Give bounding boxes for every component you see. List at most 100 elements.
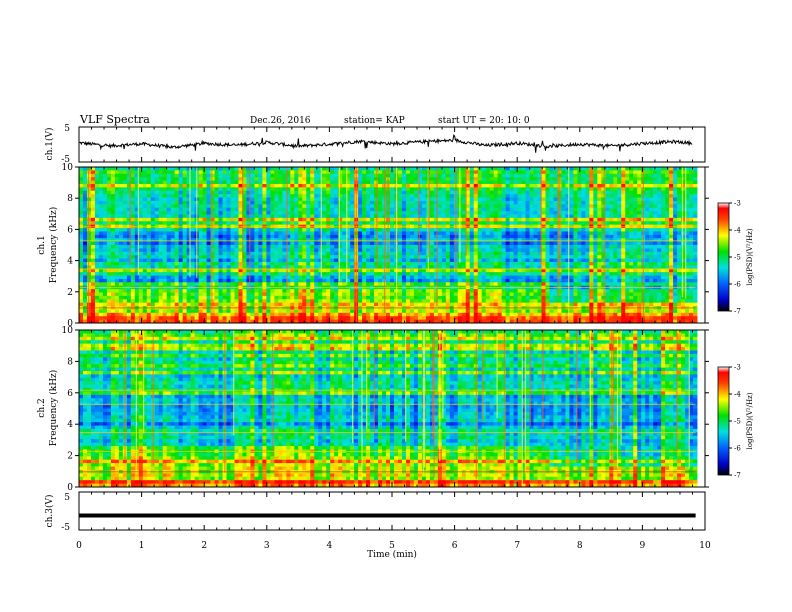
spectrogram-cell [170, 231, 176, 236]
spectrogram-cell [397, 190, 403, 195]
spectrogram-cell [294, 265, 299, 270]
spectrogram-cell [278, 295, 283, 300]
spectrogram-cell [254, 170, 259, 175]
spectrogram-cell [322, 245, 327, 249]
spectrogram-cell [366, 204, 371, 209]
spectrogram-cell [322, 241, 327, 246]
spectrogram-cell [222, 183, 227, 188]
spectrogram-cell [310, 170, 315, 175]
spectrogram-cell [186, 278, 192, 283]
spectrogram-cell [338, 214, 343, 219]
spectrogram-cell [222, 265, 227, 270]
spectrogram-cell [170, 295, 176, 300]
spectrogram-cell [501, 170, 507, 175]
spectrogram-cell [497, 177, 503, 181]
spectrogram-cell [294, 268, 299, 273]
spectrogram-cell [421, 238, 427, 243]
spectrogram-cell [457, 268, 463, 273]
spectrogram-cell [182, 255, 188, 259]
spectrogram-cell [497, 299, 503, 304]
spectrogram-cell [445, 268, 451, 273]
spectrogram-cell [246, 248, 251, 253]
spectrogram-cell [413, 268, 419, 273]
spectrogram-cell [497, 200, 503, 205]
spectrogram-cell [210, 258, 215, 263]
spectrogram-cell [465, 319, 471, 324]
spectrogram-cell [298, 309, 303, 314]
spectrogram-cell [405, 177, 411, 181]
spectrogram-cell [250, 292, 255, 297]
spectrogram-cell [310, 248, 315, 253]
spectrogram-cell [226, 197, 231, 202]
spectrogram-cell [322, 289, 327, 293]
spectrogram-cell [174, 167, 180, 171]
spectrogram-cell [505, 299, 511, 304]
spectrogram-cell [314, 278, 319, 283]
spectrogram-cell [493, 183, 499, 188]
spectrogram-cell [146, 292, 152, 297]
spectrogram-cell [210, 207, 215, 212]
spectrogram-cell [326, 289, 331, 293]
spectrogram-cell [210, 231, 215, 236]
spectrogram-cell [314, 268, 319, 273]
spectrogram-cell [250, 187, 255, 192]
spectrogram-cell [509, 217, 515, 222]
spectrogram-cell [114, 173, 120, 178]
spectrogram-cell [138, 302, 144, 307]
spectrogram-cell [294, 282, 299, 287]
spectrogram-cell [386, 295, 391, 300]
spectrogram-cell [409, 309, 415, 314]
spectrogram-cell [445, 245, 451, 249]
spectrogram-cell [274, 214, 279, 219]
spectrogram-cell [238, 194, 243, 198]
spectrogram-cell [366, 309, 371, 314]
spectrogram-cell [214, 289, 219, 293]
spectrogram-cell [110, 228, 116, 232]
spectrogram-cell [294, 309, 299, 314]
spectrogram-cell [218, 238, 223, 243]
spectrogram-cell [413, 302, 419, 307]
spectrogram-cell [142, 190, 148, 195]
spectrogram-cell [90, 248, 96, 253]
spectrogram-cell [214, 173, 219, 178]
spectrogram-cell [433, 272, 439, 276]
spectrogram-cell [314, 177, 319, 181]
spectrogram-cell [190, 275, 196, 280]
spectrogram-cell [186, 200, 192, 205]
spectrogram-cell [318, 207, 323, 212]
spectrogram-cell [358, 194, 363, 198]
spectrogram-cell [374, 258, 379, 263]
spectrogram-cell [258, 228, 263, 232]
spectrogram-cell [433, 292, 439, 297]
spectrogram-cell [158, 282, 164, 287]
spectrogram-cell [262, 312, 267, 317]
spectrogram-cell [254, 319, 259, 324]
spectrogram-cell [286, 245, 291, 249]
spectrogram-cell [118, 167, 124, 171]
spectrogram-cell [318, 299, 323, 304]
spectrogram-cell [286, 228, 291, 232]
spectrogram-cell [110, 170, 116, 175]
spectrogram-cell [334, 289, 339, 293]
spectrogram-cell [210, 289, 215, 293]
spectrogram-cell [90, 268, 96, 273]
spectrogram-cell [150, 316, 156, 321]
spectrogram-cell [230, 221, 235, 226]
spectrogram-cell [218, 258, 223, 263]
spectrogram-cell [290, 200, 295, 205]
spectrogram-cell [421, 170, 427, 175]
spectrogram-cell [218, 295, 223, 300]
spectrogram-cell [405, 180, 411, 185]
spectrogram-cell [445, 214, 451, 219]
spectrogram-cell [166, 214, 172, 219]
spectrogram-cell [178, 275, 184, 280]
spectrogram-cell [358, 211, 363, 215]
spectrogram-cell [378, 268, 383, 273]
spectrogram-cell [310, 197, 315, 202]
spectrogram-cell [198, 268, 204, 273]
spectrogram-cell [505, 187, 511, 192]
spectrogram-cell [79, 167, 84, 171]
spectrogram-cell [497, 221, 503, 226]
spectrogram-cell [378, 251, 383, 256]
spectrogram-cell [90, 302, 96, 307]
